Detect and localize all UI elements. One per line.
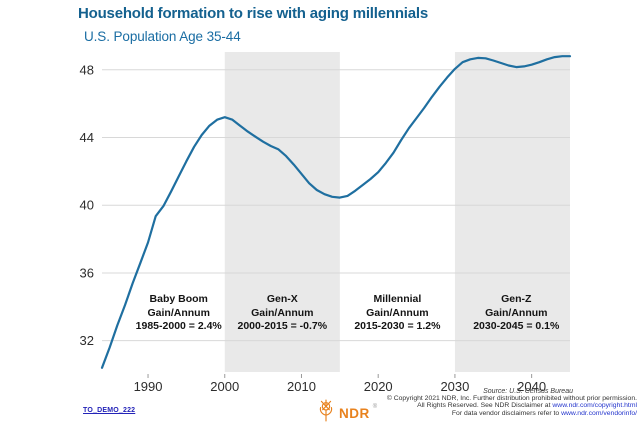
x-tick-label: 2010 <box>287 379 316 394</box>
chart-subtitle: U.S. Population Age 35-44 <box>84 29 241 44</box>
population-line <box>100 55 572 369</box>
x-tick-label: 2020 <box>364 379 393 394</box>
demo-link[interactable]: TO_DEMO_222 <box>83 407 136 414</box>
ndr-logo-text: NDR <box>339 405 370 421</box>
ndr-logo: NDR ® <box>316 399 377 427</box>
copyright-block: © Copyright 2021 NDR, Inc. Further distr… <box>387 395 637 417</box>
x-tick-label: 1990 <box>134 379 163 394</box>
y-tick-label: 48 <box>80 62 94 77</box>
copyright-line: For data vendor disclaimers refer to www… <box>451 409 637 417</box>
copyright-line: © Copyright 2021 NDR, Inc. Further distr… <box>386 395 637 402</box>
x-tick-label: 2040 <box>517 379 546 394</box>
page-title: Household formation to rise with aging m… <box>78 5 429 22</box>
x-tick-label: 2030 <box>440 379 469 394</box>
source-note: Source: U.S. Census Bureau <box>483 388 573 395</box>
vendor-link[interactable]: www.ndr.com/vendorinfo/ <box>561 409 637 417</box>
x-tick-label: 2000 <box>210 379 239 394</box>
registered-mark: ® <box>372 404 378 410</box>
copyright-line: All Rights Reserved. See NDR Disclaimer … <box>417 402 637 410</box>
copyright-link[interactable]: www.ndr.com/copyright.html <box>552 402 637 410</box>
y-tick-label: 40 <box>80 198 94 213</box>
gen-z-shaded-band <box>454 52 570 372</box>
y-tick-label: 36 <box>80 265 94 280</box>
y-tick-label: 32 <box>80 333 94 348</box>
thistle-logo-icon <box>316 399 336 427</box>
y-tick-label: 44 <box>80 130 94 145</box>
gen-x-shaded-band <box>224 52 340 372</box>
